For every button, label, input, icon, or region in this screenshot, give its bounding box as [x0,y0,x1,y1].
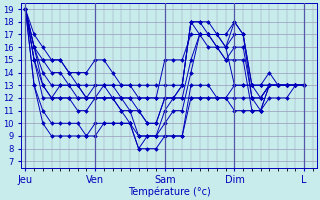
X-axis label: Température (°c): Température (°c) [128,187,211,197]
